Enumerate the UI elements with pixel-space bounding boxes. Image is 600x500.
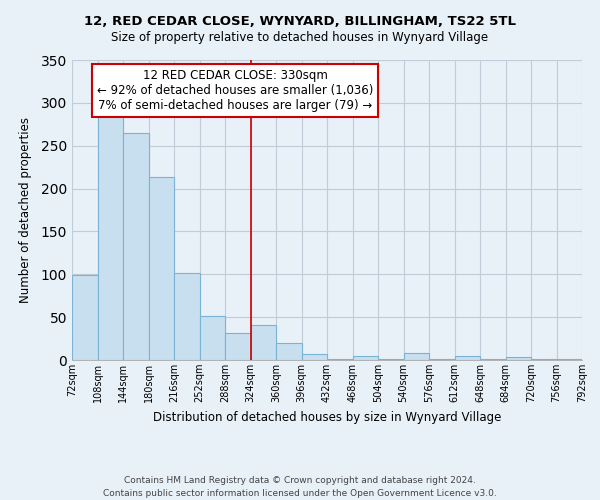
Bar	[429, 359, 455, 360]
Bar	[199, 316, 225, 360]
Bar	[251, 325, 276, 360]
Bar	[97, 116, 123, 360]
Bar	[327, 359, 353, 360]
Bar	[557, 359, 582, 360]
Bar	[149, 178, 174, 360]
Bar	[480, 359, 505, 360]
Bar	[531, 359, 557, 360]
Bar	[378, 359, 404, 360]
Y-axis label: Number of detached properties: Number of detached properties	[19, 117, 32, 303]
Text: 12 RED CEDAR CLOSE: 330sqm
← 92% of detached houses are smaller (1,036)
7% of se: 12 RED CEDAR CLOSE: 330sqm ← 92% of deta…	[97, 69, 373, 112]
Text: Size of property relative to detached houses in Wynyard Village: Size of property relative to detached ho…	[112, 31, 488, 44]
Bar	[505, 358, 531, 360]
Bar	[225, 332, 251, 360]
X-axis label: Distribution of detached houses by size in Wynyard Village: Distribution of detached houses by size …	[153, 410, 501, 424]
Bar	[276, 343, 302, 360]
Bar	[353, 356, 378, 360]
Bar	[302, 354, 327, 360]
Text: Contains HM Land Registry data © Crown copyright and database right 2024.
Contai: Contains HM Land Registry data © Crown c…	[103, 476, 497, 498]
Text: 12, RED CEDAR CLOSE, WYNYARD, BILLINGHAM, TS22 5TL: 12, RED CEDAR CLOSE, WYNYARD, BILLINGHAM…	[84, 15, 516, 28]
Bar	[174, 272, 199, 360]
Bar	[455, 356, 480, 360]
Bar	[123, 133, 149, 360]
Bar	[72, 275, 97, 360]
Bar	[404, 353, 429, 360]
